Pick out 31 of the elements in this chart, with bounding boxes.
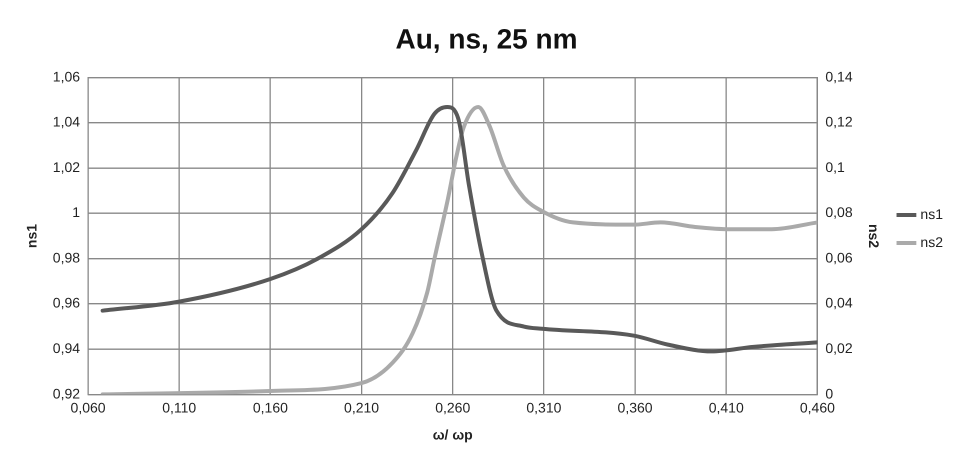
y2-tick-label: 0,04 [825,294,853,311]
x-axis-title: ω/ ωp [432,426,473,442]
x-tick-label: 0,260 [435,400,470,416]
chart-title: Au, ns, 25 nm [395,24,578,55]
y-tick-label: 1 [72,204,80,220]
y2-axis-title: ns2 [866,224,882,248]
y-tick-label: 0,92 [52,385,80,402]
x-tick-label: 0,110 [162,400,196,416]
y-tick-label: 1,06 [52,68,80,84]
x-tick-label: 0,360 [618,400,653,416]
legend-label: ns2 [920,234,944,250]
x-tick-label: 0,460 [800,400,836,416]
y2-tick-label: 0,14 [825,68,853,84]
y2-tick-label: 0,1 [825,158,846,175]
y-axis-title: ns1 [23,224,40,248]
x-tick-label: 0,410 [708,400,744,416]
y-tick-label: 0,98 [52,249,80,266]
x-tick-label: 0,310 [526,400,562,416]
y-tick-label: 0,94 [52,340,80,356]
y2-tick-label: 0,12 [825,114,853,130]
x-tick-label: 0,160 [252,400,288,416]
y2-tick-label: 0,02 [825,340,853,356]
y2-tick-label: 0,08 [825,204,853,220]
y-tick-label: 1,04 [52,114,80,130]
x-tick-label: 0,210 [344,400,380,416]
y-tick-label: 1,02 [52,158,80,175]
legend-label: ns1 [920,206,944,222]
x-tick-label: 0,060 [70,400,106,416]
y2-tick-label: 0 [825,385,834,402]
y-tick-label: 0,96 [52,294,80,311]
y2-tick-label: 0,06 [825,249,853,266]
